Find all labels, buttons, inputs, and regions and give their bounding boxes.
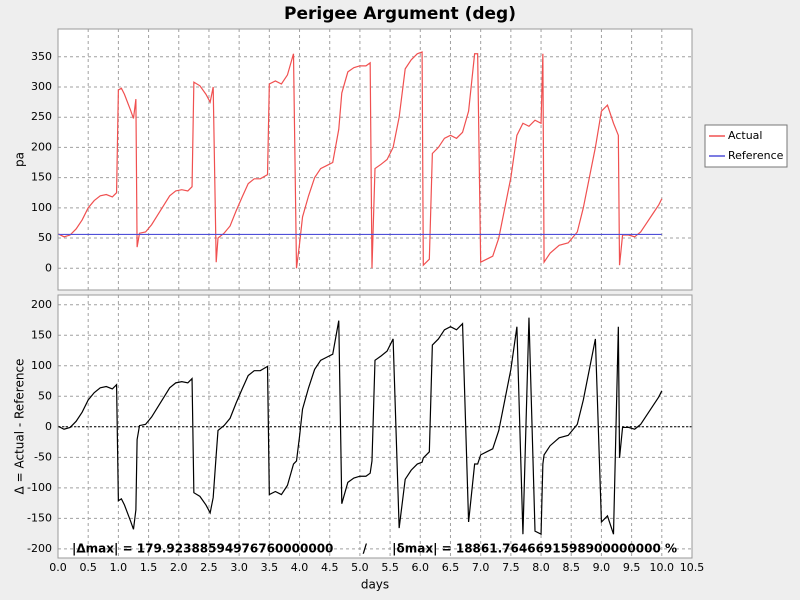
x-tick-label: 7.0 xyxy=(472,561,490,574)
y-tick-label: 50 xyxy=(38,231,52,244)
y-tick-label: 150 xyxy=(31,171,52,184)
x-tick-label: 1.0 xyxy=(110,561,128,574)
x-tick-label: 6.0 xyxy=(412,561,430,574)
plot-area xyxy=(58,29,692,290)
x-tick-label: 8.0 xyxy=(532,561,550,574)
annotation: |Δmax| = 179.92388594976760000000 / |δma… xyxy=(72,542,677,556)
x-tick-label: 2.0 xyxy=(170,561,188,574)
y-tick-label: 0 xyxy=(45,261,52,274)
legend-label: Actual xyxy=(728,129,762,142)
y-tick-label: -50 xyxy=(34,450,52,463)
x-tick-label: 3.0 xyxy=(230,561,248,574)
y-tick-label: -100 xyxy=(27,481,52,494)
x-tick-label: 1.5 xyxy=(140,561,158,574)
x-tick-label: 8.5 xyxy=(562,561,580,574)
x-tick-label: 10.0 xyxy=(650,561,675,574)
x-tick-label: 5.0 xyxy=(351,561,369,574)
legend-label: Reference xyxy=(728,149,784,162)
data-line xyxy=(57,51,663,269)
x-tick-label: 9.5 xyxy=(623,561,641,574)
y-tick-label: 200 xyxy=(31,298,52,311)
y-tick-label: 200 xyxy=(31,140,52,153)
y-tick-label: 350 xyxy=(31,50,52,63)
y-tick-label: -150 xyxy=(27,511,52,524)
x-tick-label: 9.0 xyxy=(593,561,611,574)
y-tick-label: 250 xyxy=(31,110,52,123)
x-tick-label: 6.5 xyxy=(442,561,460,574)
x-tick-label: 4.5 xyxy=(321,561,339,574)
x-tick-label: 10.5 xyxy=(680,561,705,574)
y-axis-title: pa xyxy=(13,152,27,167)
y-tick-label: 300 xyxy=(31,80,52,93)
plot-border xyxy=(57,294,693,559)
x-tick-label: 7.5 xyxy=(502,561,520,574)
y-axis-title: Δ = Actual - Reference xyxy=(13,359,27,495)
y-tick-label: 0 xyxy=(45,420,52,433)
y-tick-label: 50 xyxy=(38,389,52,402)
y-tick-label: -200 xyxy=(27,542,52,555)
legend-box xyxy=(704,124,788,168)
y-tick-label: 150 xyxy=(31,328,52,341)
x-tick-label: 4.0 xyxy=(291,561,309,574)
data-line xyxy=(57,317,663,536)
y-tick-label: 100 xyxy=(31,359,52,372)
plot-border xyxy=(57,28,693,291)
x-tick-label: 0.5 xyxy=(79,561,97,574)
x-tick-label: 2.5 xyxy=(200,561,218,574)
x-tick-label: 0.0 xyxy=(49,561,67,574)
x-tick-label: 5.5 xyxy=(381,561,399,574)
chart-title: Perigee Argument (deg) xyxy=(284,4,516,24)
x-tick-label: 3.5 xyxy=(261,561,279,574)
y-tick-label: 100 xyxy=(31,201,52,214)
x-axis-title: days xyxy=(361,578,389,592)
